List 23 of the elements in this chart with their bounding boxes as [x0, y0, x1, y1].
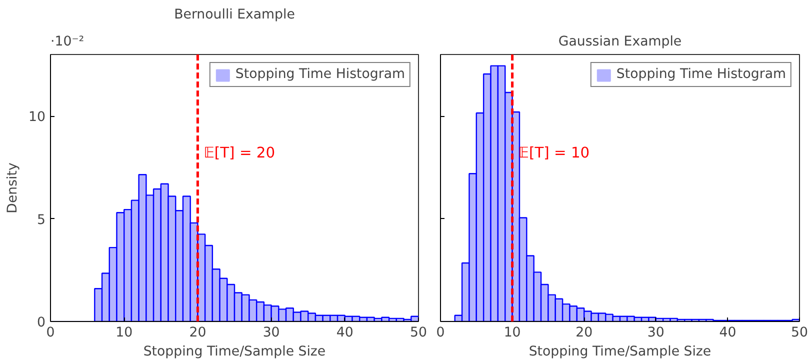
ref-line-label: 𝔼[T] = 20: [204, 144, 276, 162]
y-axis-title: Density: [6, 162, 21, 214]
x-tick-label: 40: [719, 326, 736, 340]
y-tick-label: 5: [37, 212, 46, 228]
x-tick-label: 40: [336, 326, 354, 340]
chart-title: Gaussian Example: [558, 34, 682, 50]
y-tick-label: 0: [37, 316, 46, 330]
x-tick-label: 10: [116, 326, 133, 340]
x-axis-title: Stopping Time/Sample Size: [143, 344, 326, 360]
x-tick-label: 30: [647, 326, 664, 340]
x-tick-label: 30: [262, 326, 280, 340]
x-tick-label: 50: [791, 326, 808, 340]
x-tick-label: 0: [436, 326, 445, 340]
x-tick-label: 50: [410, 326, 427, 340]
y-tick-label: 10: [28, 110, 46, 126]
legend-label: Stopping Time Histogram: [235, 67, 405, 82]
x-tick-label: 20: [189, 326, 206, 340]
x-tick-label: 10: [504, 326, 521, 340]
chart-title: Bernoulli Example: [174, 8, 295, 22]
legend-label: Stopping Time Histogram: [616, 67, 786, 82]
x-tick-label: 20: [576, 326, 593, 340]
x-axis-title: Stopping Time/Sample Size: [528, 344, 712, 360]
text: ·10⁻²: [50, 34, 84, 50]
